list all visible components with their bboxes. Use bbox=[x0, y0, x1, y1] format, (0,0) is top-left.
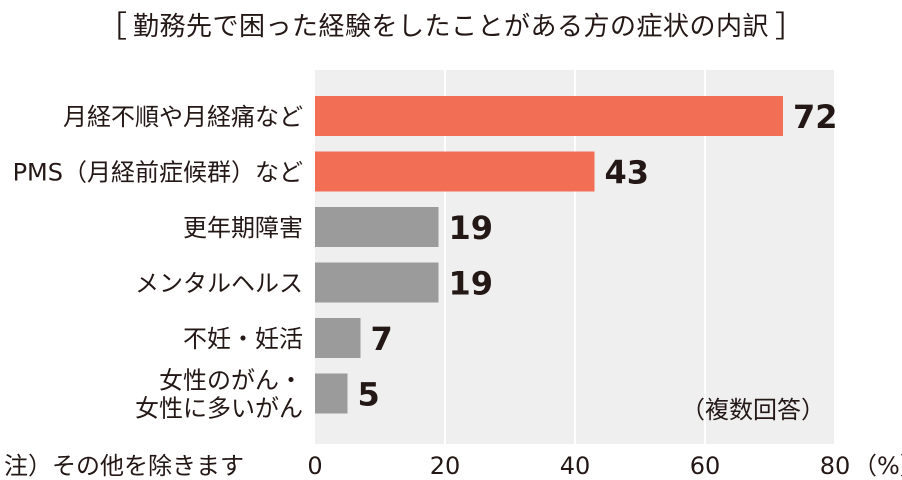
category-label-4: 不妊・妊活 bbox=[183, 325, 303, 353]
bar-2 bbox=[315, 207, 439, 247]
bar-4 bbox=[315, 318, 361, 358]
chart-title-row: ［ 勤務先で困った経験をしたことがある方の症状の内訳 ］ bbox=[0, 2, 902, 46]
bars bbox=[315, 96, 783, 414]
bar-1 bbox=[315, 151, 595, 192]
multiple-answer-note: （複数回答） bbox=[681, 396, 825, 424]
value-label-2: 19 bbox=[449, 209, 494, 247]
chart-title: 勤務先で困った経験をしたことがある方の症状の内訳 bbox=[132, 11, 769, 42]
category-label-0: 月経不順や月経痛など bbox=[63, 103, 303, 131]
bar-5 bbox=[315, 373, 348, 414]
category-labels: 月経不順や月経痛など PMS（月経前症候群）など更年期障害メンタルヘルス不妊・妊活… bbox=[13, 103, 303, 423]
x-axis-unit: （%） bbox=[853, 452, 902, 480]
value-label-4: 7 bbox=[371, 320, 393, 358]
x-tick-60: 60 bbox=[690, 452, 721, 480]
value-label-1: 43 bbox=[605, 154, 650, 192]
footnote: 注）その他を除きます bbox=[4, 452, 244, 480]
bar-3 bbox=[315, 262, 439, 303]
bar-0 bbox=[315, 96, 783, 136]
category-label-5: 女性のがん・女性に多いがん bbox=[135, 367, 303, 423]
category-label-3: メンタルヘルス bbox=[135, 270, 303, 298]
value-label-5: 5 bbox=[358, 376, 380, 414]
value-labels: 72 43 19 19 7 5 bbox=[358, 98, 838, 414]
title-left-bracket: ［ bbox=[96, 10, 127, 45]
x-tick-40: 40 bbox=[560, 452, 591, 480]
category-label-2: 更年期障害 bbox=[183, 214, 303, 242]
value-label-0: 72 bbox=[793, 98, 838, 136]
x-tick-20: 20 bbox=[430, 452, 461, 480]
x-axis-ticks: 0 20 40 60 80 bbox=[307, 452, 850, 480]
value-label-3: 19 bbox=[449, 265, 494, 303]
x-tick-0: 0 bbox=[307, 452, 322, 480]
title-right-bracket: ］ bbox=[775, 10, 805, 45]
x-tick-80: 80 bbox=[820, 452, 851, 480]
category-label-1: PMS（月経前症候群）など bbox=[13, 159, 303, 187]
